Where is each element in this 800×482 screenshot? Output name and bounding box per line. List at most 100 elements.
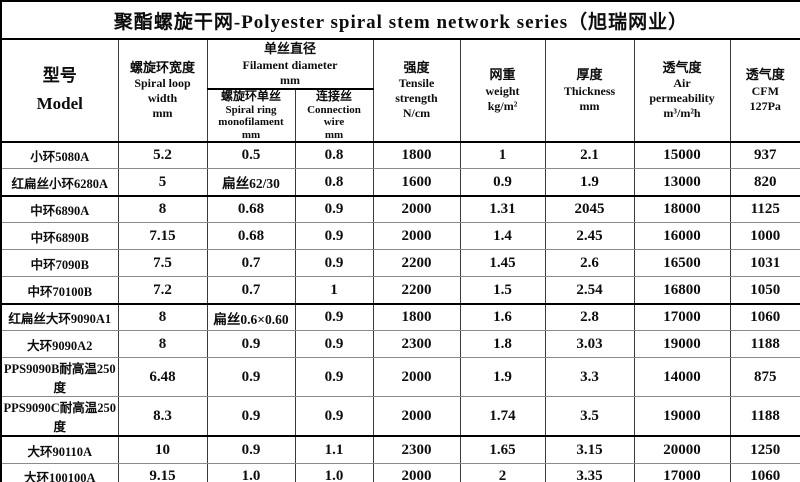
monofilament-cell: 0.7 (206, 276, 296, 305)
strength-cell: 2300 (372, 435, 461, 464)
model-cell: 中环70100B (0, 276, 119, 305)
monofilament-cell: 0.9 (206, 357, 296, 398)
cfm-cell: 1125 (729, 195, 800, 224)
air-permeability-cell: 16000 (633, 222, 731, 251)
strength-cell: 2000 (372, 396, 461, 438)
table-row: PPS9090B耐高温250度 6.48 0.9 0.9 2000 1.9 3.… (0, 357, 800, 398)
col-header-model: 型号 Model (0, 38, 119, 143)
width-cell: 8 (117, 330, 208, 359)
thickness-cell: 2.1 (544, 140, 635, 170)
air-permeability-cell: 17000 (633, 462, 731, 482)
col-header-spiral-ring-monofilament: 螺旋环单丝 Spiral ring monofilament mm (206, 88, 296, 143)
weight-cell: 1.5 (459, 276, 546, 305)
air-permeability-cell: 14000 (633, 357, 731, 398)
table-row: PPS9090C耐高温250度 8.3 0.9 0.9 2000 1.74 3.… (0, 396, 800, 438)
air-permeability-cell: 18000 (633, 195, 731, 224)
table-row: 中环6890B 7.15 0.68 0.9 2000 1.4 2.45 1600… (0, 222, 800, 251)
model-cell: 中环7090B (0, 249, 119, 278)
weight-cell: 1 (459, 140, 546, 170)
thickness-cell: 2.8 (544, 303, 635, 332)
thickness-cell: 3.35 (544, 462, 635, 482)
air-permeability-cell: 17000 (633, 303, 731, 332)
monofilament-cell: 1.0 (206, 462, 296, 482)
table-row: 大环9090A2 8 0.9 0.9 2300 1.8 3.03 19000 1… (0, 330, 800, 359)
cfm-cell: 1188 (729, 330, 800, 359)
thickness-cell: 2.45 (544, 222, 635, 251)
table-row: 小环5080A 5.2 0.5 0.8 1800 1 2.1 15000 937 (0, 140, 800, 170)
monofilament-cell: 0.9 (206, 330, 296, 359)
wire-cell: 0.9 (294, 357, 374, 398)
monofilament-cell: 0.9 (206, 435, 296, 464)
model-cell: 大环100100A (0, 462, 119, 482)
model-cell: PPS9090C耐高温250度 (0, 396, 119, 438)
wire-cell: 1.1 (294, 435, 374, 464)
weight-cell: 1.8 (459, 330, 546, 359)
cfm-cell: 875 (729, 357, 800, 398)
width-cell: 5 (117, 168, 208, 197)
col-header-connection-wire: 连接丝 Connection wire mm (294, 88, 374, 143)
col-header-weight: 网重 weight kg/m² (459, 38, 546, 143)
page-title: 聚酯螺旋干网-Polyester spiral stem network ser… (0, 0, 800, 40)
strength-cell: 2200 (372, 276, 461, 305)
title-row: 聚酯螺旋干网-Polyester spiral stem network ser… (0, 0, 800, 40)
cfm-cell: 937 (729, 140, 800, 170)
thickness-cell: 1.9 (544, 168, 635, 197)
monofilament-cell: 0.5 (206, 140, 296, 170)
strength-cell: 2000 (372, 195, 461, 224)
strength-cell: 1800 (372, 140, 461, 170)
strength-cell: 2000 (372, 222, 461, 251)
width-cell: 10 (117, 435, 208, 464)
width-cell: 7.5 (117, 249, 208, 278)
model-cell: 小环5080A (0, 140, 119, 170)
cfm-cell: 1188 (729, 396, 800, 438)
wire-cell: 0.8 (294, 168, 374, 197)
thickness-cell: 3.03 (544, 330, 635, 359)
strength-cell: 2000 (372, 357, 461, 398)
width-cell: 5.2 (117, 140, 208, 170)
model-cell: 红扁丝小环6280A (0, 168, 119, 197)
col-header-model-en: Model (36, 94, 83, 114)
cfm-cell: 1060 (729, 303, 800, 332)
air-permeability-cell: 16800 (633, 276, 731, 305)
col-header-air-permeability: 透气度 Air permeability m³/m²h (633, 38, 731, 143)
width-cell: 8 (117, 195, 208, 224)
air-permeability-cell: 20000 (633, 435, 731, 464)
weight-cell: 1.31 (459, 195, 546, 224)
weight-cell: 1.9 (459, 357, 546, 398)
table-row: 中环70100B 7.2 0.7 1 2200 1.5 2.54 16800 1… (0, 276, 800, 305)
col-header-thickness: 厚度 Thickness mm (544, 38, 635, 143)
strength-cell: 2300 (372, 330, 461, 359)
monofilament-cell: 扁丝0.6×0.60 (206, 303, 296, 332)
air-permeability-cell: 19000 (633, 396, 731, 438)
model-cell: 大环90110A (0, 435, 119, 464)
thickness-cell: 3.15 (544, 435, 635, 464)
table-row: 中环6890A 8 0.68 0.9 2000 1.31 2045 18000 … (0, 195, 800, 224)
wire-cell: 0.9 (294, 222, 374, 251)
col-header-model-zh: 型号 (42, 65, 77, 85)
wire-cell: 0.9 (294, 396, 374, 438)
wire-cell: 1 (294, 276, 374, 305)
model-cell: 大环9090A2 (0, 330, 119, 359)
col-header-spiral-loop-width: 螺旋环宽度 Spiral loop width mm (117, 38, 208, 143)
air-permeability-cell: 15000 (633, 140, 731, 170)
table-row: 中环7090B 7.5 0.7 0.9 2200 1.45 2.6 16500 … (0, 249, 800, 278)
weight-cell: 0.9 (459, 168, 546, 197)
monofilament-cell: 0.7 (206, 249, 296, 278)
wire-cell: 0.9 (294, 249, 374, 278)
table-row: 大环100100A 9.15 1.0 1.0 2000 2 3.35 17000… (0, 462, 800, 482)
cfm-cell: 820 (729, 168, 800, 197)
strength-cell: 1800 (372, 303, 461, 332)
strength-cell: 2200 (372, 249, 461, 278)
monofilament-cell: 扁丝62/30 (206, 168, 296, 197)
weight-cell: 1.74 (459, 396, 546, 438)
thickness-cell: 3.3 (544, 357, 635, 398)
col-header-cfm: 透气度 CFM 127Pa (729, 38, 800, 143)
air-permeability-cell: 19000 (633, 330, 731, 359)
wire-cell: 0.9 (294, 330, 374, 359)
cfm-cell: 1000 (729, 222, 800, 251)
thickness-cell: 2.6 (544, 249, 635, 278)
header-row-1: 型号 Model 螺旋环宽度 Spiral loop width mm 单丝直径… (0, 38, 800, 143)
thickness-cell: 2.54 (544, 276, 635, 305)
